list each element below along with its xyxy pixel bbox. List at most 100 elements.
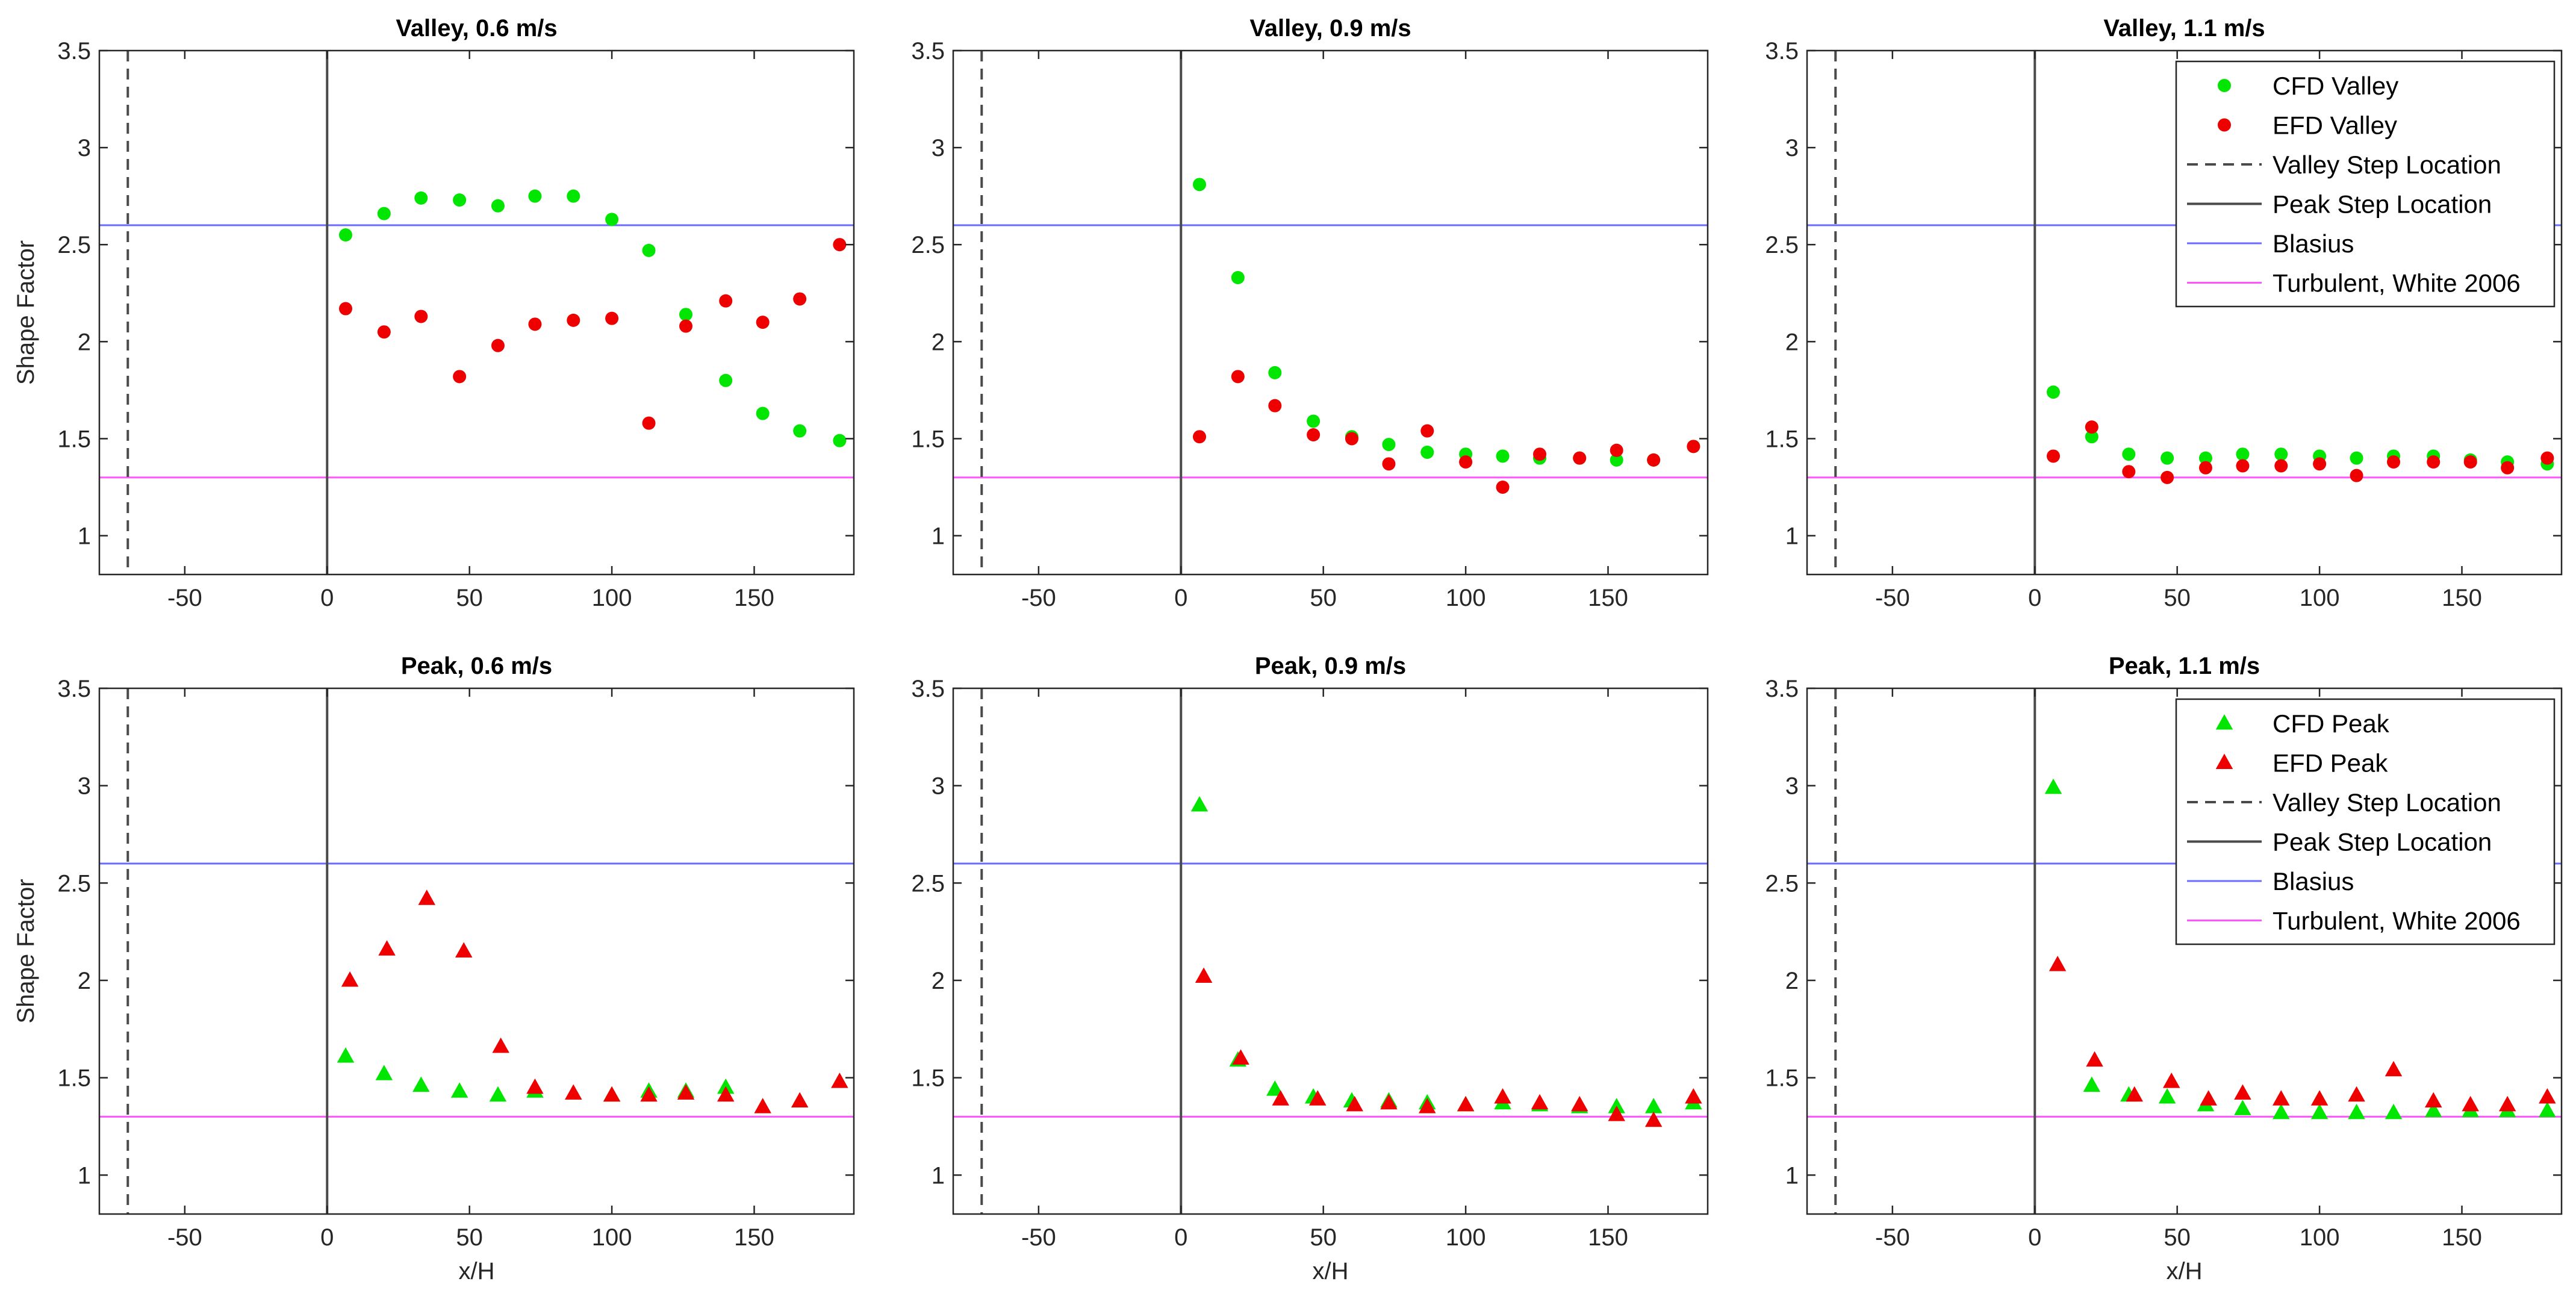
data-point [337,1047,355,1063]
legend: CFD Valley EFD Valley Valley Step Location… [2175,60,2556,308]
data-point [414,310,428,323]
legend-box [2175,60,2556,308]
data-point [1307,428,1321,441]
data-point [605,213,619,226]
axes-box [952,687,1709,1215]
data-point [833,238,847,252]
legend-label: Blasius [2273,229,2354,258]
data-point [1382,457,1396,471]
data-point [1382,438,1396,452]
data-point [756,316,770,329]
data-point [1608,1106,1625,1121]
x-tick-label: 150 [1588,585,1628,611]
data-point [2424,1092,2442,1107]
data-point [1195,967,1213,983]
data-point [2085,430,2098,444]
series-efd-peak [1195,967,1702,1127]
data-point [679,308,693,322]
data-point [833,434,847,447]
data-point [2274,459,2288,473]
legend-label: Valley Step Location [2273,788,2501,817]
y-axis-label: Shape Factor [13,240,39,385]
panel-2: -50 0 50 100 150 1 1.5 2 2.5 3 3.5 Valley, 0.9 m/s [911,15,1709,611]
plot-area [953,688,1708,1214]
legend-marker [2218,79,2231,92]
data-point [492,1037,509,1053]
y-tick-label: 3 [1785,773,1799,800]
panel-4: -50 0 50 100 150 1 1.5 2 2.5 3 3.5 Peak, 0.6 m/s x/H… [13,653,855,1284]
data-point [1494,1088,1511,1104]
data-point [2161,451,2174,465]
data-point [2539,1101,2556,1118]
data-point [412,1076,430,1092]
y-tick-label: 2.5 [911,870,945,897]
data-point [2427,455,2441,469]
data-point [2462,1095,2479,1112]
data-point [418,889,436,905]
y-tick-label: 2 [78,329,91,355]
x-tick-label: -50 [167,585,202,611]
x-axis-label: x/H [459,1258,495,1284]
data-point [1266,1080,1284,1096]
y-tick-label: 3.5 [1765,38,1799,64]
y-tick-label: 3 [932,773,945,800]
x-tick-label: 50 [2164,1224,2191,1251]
data-point [1644,1111,1663,1127]
y-tick-label: 2 [1785,968,1799,994]
x-axis-label: x/H [1313,1258,1349,1284]
data-point [1192,430,1206,444]
data-point [719,294,733,308]
x-tick-label: 100 [592,585,632,611]
data-point [378,940,396,956]
data-point [605,311,619,325]
data-point [2122,465,2136,479]
axes-box [98,687,855,1215]
panel-title: Peak, 0.6 m/s [401,653,552,679]
data-point [1610,453,1623,467]
data-point [528,317,542,331]
data-point [2234,1084,2251,1100]
data-point [1687,440,1700,453]
data-point [1346,1095,1363,1112]
x-axis-label: x/H [2167,1258,2203,1284]
y-tick-label: 3 [932,135,945,161]
x-tick-label: 50 [1310,585,1337,611]
data-point [754,1098,771,1113]
plot-area [99,51,854,574]
y-tick-label: 2.5 [911,232,945,258]
data-point [2350,469,2363,482]
y-tick-label: 3.5 [1765,676,1799,702]
data-point [717,1086,735,1102]
plot-content [953,688,1708,1214]
data-point [2236,459,2250,473]
plot-content [953,51,1708,574]
y-tick-label: 2.5 [57,232,91,258]
y-tick-label: 1.5 [911,1065,945,1092]
y-tick-label: 1.5 [57,1065,91,1092]
data-point [2348,1103,2365,1119]
y-tick-label: 1.5 [57,426,91,452]
data-point [2385,1103,2403,1119]
data-point [2313,457,2327,471]
data-point [2162,1073,2180,1088]
y-tick-label: 1 [932,1162,945,1189]
data-point [2049,956,2067,971]
data-point [2046,385,2060,399]
data-point [2198,451,2212,465]
legend-label: Peak Step Location [2273,190,2492,219]
data-point [2498,1095,2516,1112]
panel-5: -50 0 50 100 150 1 1.5 2 2.5 3 3.5 Peak, 0.9 m/s x/H [911,653,1709,1284]
y-tick-label: 2.5 [57,870,91,897]
data-point [2083,1076,2101,1092]
data-point [756,406,770,420]
data-point [2158,1088,2176,1104]
data-point [341,971,359,987]
x-tick-label: 50 [456,585,483,611]
x-tick-label: 100 [1446,1224,1486,1251]
legend-box [2175,698,2556,945]
data-point [567,313,580,327]
panel-title: Valley, 1.1 m/s [2103,15,2265,42]
y-tick-label: 2 [932,329,945,355]
data-point [2044,778,2062,794]
